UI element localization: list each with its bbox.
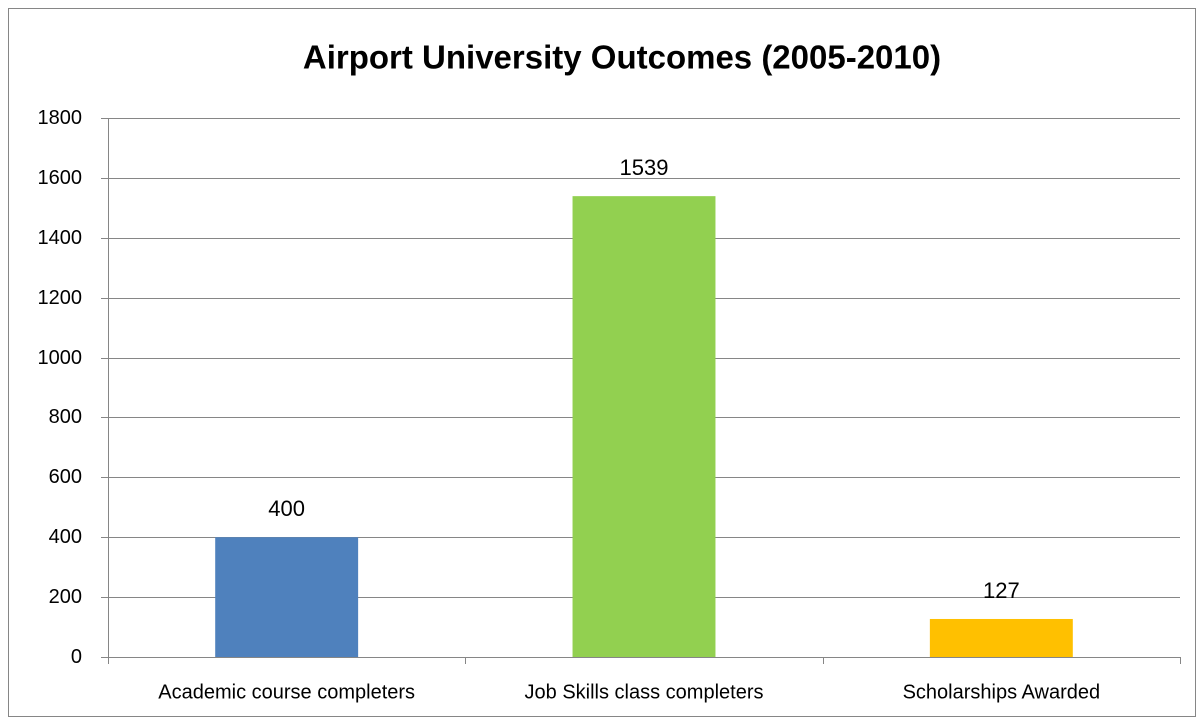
bar [215, 537, 359, 657]
data-label: 127 [983, 578, 1020, 603]
y-tick-label: 800 [49, 406, 82, 428]
data-label: 400 [268, 496, 305, 521]
data-label: 1539 [620, 155, 669, 180]
y-tick-label: 1800 [38, 107, 83, 129]
y-tick-label: 200 [49, 586, 82, 608]
y-tick-label: 1600 [38, 167, 83, 189]
x-tick-label: Job Skills class completers [525, 681, 764, 703]
y-tick-label: 0 [71, 646, 82, 668]
y-tick-label: 600 [49, 466, 82, 488]
y-tick-label: 1200 [38, 287, 83, 309]
y-tick-label: 1000 [38, 347, 83, 369]
y-tick-label: 1400 [38, 227, 83, 249]
bar [929, 618, 1073, 657]
x-tick-label: Academic course completers [158, 681, 415, 703]
chart-title: Airport University Outcomes (2005-2010) [303, 39, 941, 76]
bar [572, 196, 716, 657]
y-tick-label: 400 [49, 526, 82, 548]
x-tick-label: Scholarships Awarded [903, 681, 1101, 703]
